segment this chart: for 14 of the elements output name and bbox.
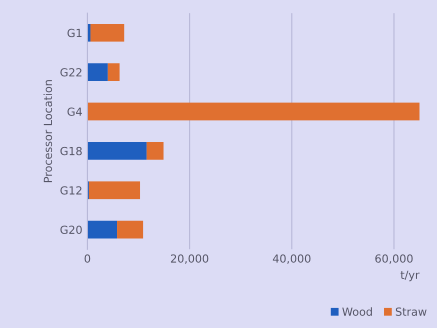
y-axis-title: Processor Location — [43, 80, 52, 182]
x-tick-label: 20,000 — [170, 254, 208, 264]
legend-label: Wood — [342, 307, 372, 316]
legend-label: Straw — [396, 307, 427, 316]
y-tick-label: G12 — [60, 186, 82, 195]
y-tick-label: G4 — [67, 107, 82, 116]
y-tick-label: G1 — [67, 28, 82, 38]
y-tick-label: G18 — [60, 146, 82, 156]
x-axis-title: t/yr — [400, 270, 420, 282]
x-tick-label: 0 — [84, 254, 90, 263]
x-tick-label: 60,000 — [375, 254, 413, 264]
y-tick-label: G20 — [60, 226, 82, 234]
x-tick-label: 40,000 — [272, 254, 310, 264]
y-tick-label: G22 — [60, 68, 82, 77]
